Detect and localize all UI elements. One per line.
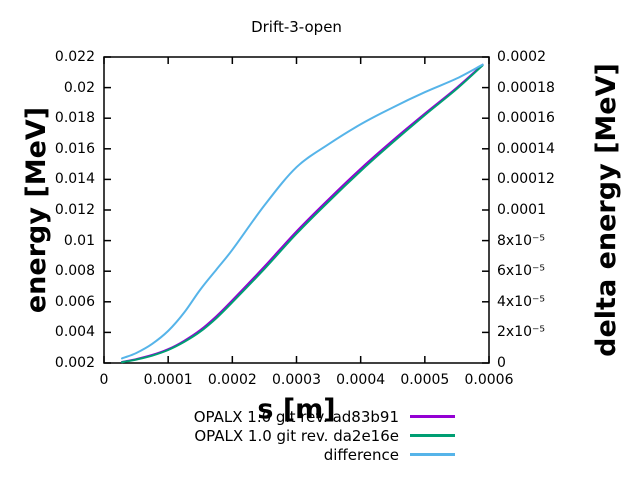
y2-tick-label: 0.0001: [497, 202, 546, 218]
x-tick-label: 0.0002: [207, 372, 257, 388]
y2-tick-label: 0.00012: [497, 171, 555, 188]
x-tick-label: 0.0004: [336, 372, 386, 388]
y-tick-label: 0.004: [54, 324, 95, 341]
chart-title: Drift-3-open: [251, 18, 342, 36]
y2-tick-label: 0.00016: [497, 110, 555, 127]
series-curve-1: [120, 64, 484, 364]
y2-tick-label: 4x10⁻⁵: [497, 293, 546, 310]
legend-line-sample: [410, 453, 455, 456]
legend-line-sample: [410, 434, 455, 437]
y-tick-label: 0.014: [54, 171, 95, 188]
legend-item-0: OPALX 1.0 git rev. ad83b91: [194, 407, 455, 426]
x-tick-label: 0.0001: [143, 372, 193, 388]
y2-tick-label: 8x10⁻⁵: [497, 232, 546, 249]
y-tick-label: 0.008: [54, 263, 95, 280]
legend-label: difference: [323, 445, 399, 464]
x-tick-label: 0.0006: [464, 372, 514, 388]
y2-tick-label: 2x10⁻⁵: [497, 324, 546, 341]
legend-item-1: OPALX 1.0 git rev. da2e16e: [194, 426, 455, 445]
y-tick-label: 0.01: [63, 232, 95, 249]
y2-tick-label: 0.00018: [497, 79, 555, 96]
y-tick-label: 0.02: [63, 79, 95, 96]
legend-label: OPALX 1.0 git rev. ad83b91: [193, 407, 399, 426]
y-tick-label: 0.018: [54, 110, 95, 127]
y-tick-label: 0.012: [54, 202, 95, 218]
plot-frame: [103, 56, 490, 364]
y-tick-label: 0.022: [54, 49, 95, 65]
y2-tick-label: 0.00014: [497, 140, 555, 157]
x-tick-label: 0.0005: [400, 372, 450, 388]
legend-line-sample: [410, 415, 455, 418]
legend-item-2: difference: [194, 445, 455, 464]
x-tick-label: 0: [99, 372, 109, 388]
series-curve-2: [120, 63, 484, 360]
y2-tick-label: 6x10⁻⁵: [497, 263, 546, 280]
series-curve-0: [120, 63, 484, 363]
y2-tick-label: 0: [497, 355, 506, 371]
y2-tick-label: 0.0002: [497, 49, 546, 65]
y-tick-label: 0.016: [54, 140, 95, 157]
y-tick-label: 0.002: [54, 355, 95, 371]
x-axis-label: s [m]: [257, 394, 336, 425]
x-tick-label: 0.0003: [272, 372, 321, 388]
y-tick-label: 0.006: [54, 293, 95, 310]
legend: OPALX 1.0 git rev. ad83b91 OPALX 1.0 git …: [194, 407, 455, 464]
legend-label: OPALX 1.0 git rev. da2e16e: [194, 426, 399, 445]
